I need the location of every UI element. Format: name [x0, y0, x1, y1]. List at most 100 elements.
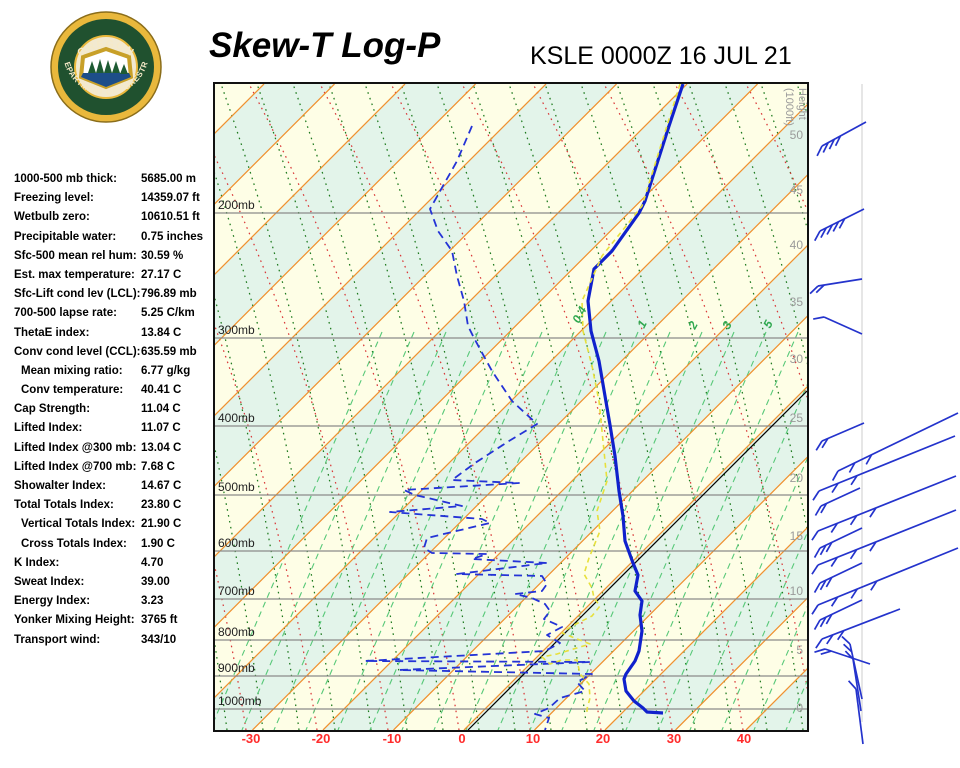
stat-row: Sweat Index: 39.00 [14, 573, 210, 592]
stat-value: 1.90 C [141, 537, 175, 550]
stat-value: 27.17 C [141, 268, 182, 281]
temp-tick-label: 20 [595, 731, 611, 746]
dewpoint-curve [364, 125, 593, 730]
stat-label: Total Totals Index: [14, 499, 114, 512]
stat-label: Lifted Index: [14, 422, 83, 435]
temp-tick-label: -10 [382, 731, 402, 746]
stat-row: K Index: 4.70 [14, 554, 210, 573]
stat-label: Sweat Index: [14, 575, 85, 588]
stat-row: Cross Totals Index: 1.90 C [14, 535, 210, 554]
stat-row: ThetaE index: 13.84 C [14, 324, 210, 343]
page-title: Skew-T Log-P [209, 26, 441, 65]
stat-label: Cap Strength: [14, 403, 91, 416]
wind-barb [844, 650, 862, 712]
stat-label: K Index: [14, 556, 60, 569]
pressure-label: 300mb [218, 323, 255, 337]
height-label: 20 [790, 471, 804, 485]
stat-label: Lifted Index @300 mb: [14, 441, 137, 454]
stat-value: 23.80 C [141, 499, 182, 512]
station-datetime: KSLE 0000Z 16 JUL 21 [530, 42, 792, 70]
height-label: 25 [790, 411, 804, 425]
stat-value: 796.89 mb [141, 288, 197, 301]
seal-water [81, 73, 131, 87]
stat-row: 1000-500 mb thick: 5685.00 m [14, 170, 210, 189]
temperature-axis: -30 -20 -10 0 10 20 30 40 [0, 731, 960, 751]
skewt-chart: 200mb 300mb 400mb 500mb 600mb 700mb 800mb 900mb… [215, 84, 807, 730]
pressure-label: 900mb [218, 661, 255, 675]
stat-value: 0.75 inches [141, 230, 204, 243]
stat-value: 3.23 [141, 595, 164, 608]
stat-row: Cap Strength: 11.04 C [14, 400, 210, 419]
pressure-label: 200mb [218, 198, 255, 212]
stat-label: Precipitable water: [14, 230, 117, 243]
stat-value: 635.59 mb [141, 345, 197, 358]
stat-label: Yonker Mixing Height: [14, 614, 135, 627]
height-label: 35 [790, 295, 804, 309]
stat-value: 13.84 C [141, 326, 182, 339]
stat-row: Sfc-500 mean rel hum: 30.59 % [14, 247, 210, 266]
wind-barb [815, 422, 865, 451]
wind-barb [847, 680, 864, 745]
wind-barb [816, 121, 867, 157]
mixing-ratio-lines [215, 331, 807, 730]
stat-row: Mean mixing ratio: 6.77 g/kg [14, 362, 210, 381]
stat-row: Freezing level: 14359.07 ft [14, 189, 210, 208]
stat-label: Conv temperature: [21, 384, 124, 397]
pressure-label: 600mb [218, 536, 255, 550]
stat-value: 10610.51 ft [141, 211, 200, 224]
height-label: 5 [796, 643, 803, 657]
wind-barb-column [809, 84, 959, 745]
stat-label: Transport wind: [14, 633, 101, 646]
stat-value: 13.04 C [141, 441, 182, 454]
stat-label: 700-500 lapse rate: [14, 307, 117, 320]
stat-label: Cross Totals Index: [21, 537, 127, 550]
wind-barb [811, 475, 957, 541]
stat-row: Yonker Mixing Height: 3765 ft [14, 611, 210, 630]
stat-row: Energy Index: 3.23 [14, 592, 210, 611]
stat-label: Lifted Index @700 mb: [14, 460, 137, 473]
wind-barb [831, 412, 959, 482]
temp-tick-label: -20 [311, 731, 331, 746]
pressure-label: 400mb [218, 411, 255, 425]
height-label: 10 [790, 584, 804, 598]
stat-label: ThetaE index: [14, 326, 90, 339]
stat-value: 4.70 [141, 556, 164, 569]
odf-logo: OREGON DEPARTMENT OF FORESTRY [50, 11, 162, 123]
stat-label: Wetbulb zero: [14, 211, 90, 224]
height-label: 50 [790, 128, 804, 142]
stat-value: 30.59 % [141, 249, 184, 262]
stat-label: Vertical Totals Index: [21, 518, 136, 531]
wind-barb [812, 435, 956, 501]
stat-row: 700-500 lapse rate: 5.25 C/km [14, 304, 210, 323]
stat-value: 39.00 [141, 575, 170, 588]
pressure-label: 500mb [218, 480, 255, 494]
isotherms [215, 84, 807, 730]
stat-label: Conv cond level (CCL): [14, 345, 141, 358]
stat-row: Est. max temperature: 27.17 C [14, 266, 210, 285]
temp-tick-label: 0 [458, 731, 466, 746]
stat-row: Sfc-Lift cond lev (LCL): 796.89 mb [14, 285, 210, 304]
wind-barb [813, 562, 863, 593]
dry-adiabats [215, 84, 807, 730]
stat-row: Showalter Index: 14.67 C [14, 477, 210, 496]
stat-label: Mean mixing ratio: [21, 364, 123, 377]
stat-value: 14.67 C [141, 480, 182, 492]
pressure-label: 1000mb [218, 694, 262, 708]
wind-barb [814, 487, 861, 516]
wind-barb [809, 278, 863, 295]
wind-barb [811, 547, 959, 615]
pressure-lines [215, 212, 807, 710]
stat-value: 5685.00 m [141, 173, 196, 185]
sounding-indices-panel: 1000-500 mb thick: 5685.00 m Freezing leve… [14, 170, 210, 650]
stat-row: Conv cond level (CCL): 635.59 mb [14, 343, 210, 362]
stat-value: 11.04 C [141, 403, 181, 416]
pressure-label: 800mb [218, 625, 255, 639]
stat-label: 1000-500 mb thick: [14, 173, 117, 185]
stat-row: Lifted Index: 11.07 C [14, 419, 210, 438]
wind-barb [813, 527, 863, 558]
wind-barb [811, 509, 957, 575]
height-label: 15 [790, 529, 804, 543]
height-label: 30 [790, 352, 804, 366]
stat-label: Est. max temperature: [14, 268, 135, 281]
